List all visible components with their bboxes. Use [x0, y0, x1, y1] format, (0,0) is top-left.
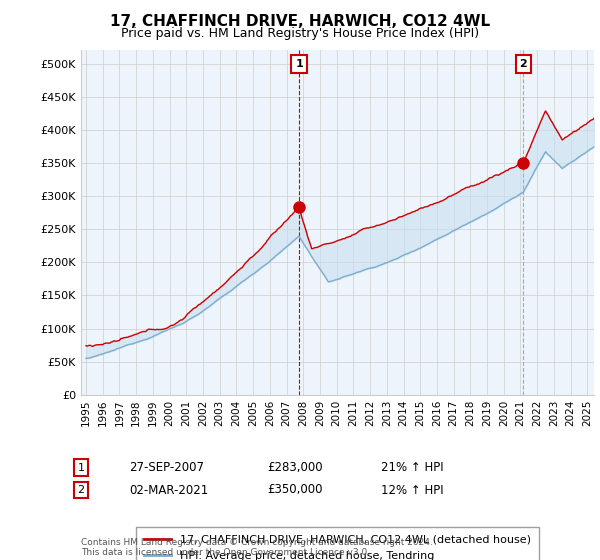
Text: 1: 1 [77, 463, 85, 473]
Text: 27-SEP-2007: 27-SEP-2007 [129, 461, 204, 474]
Text: Contains HM Land Registry data © Crown copyright and database right 2024.
This d: Contains HM Land Registry data © Crown c… [81, 538, 433, 557]
Text: 02-MAR-2021: 02-MAR-2021 [129, 483, 208, 497]
Text: £283,000: £283,000 [267, 461, 323, 474]
Text: £350,000: £350,000 [267, 483, 323, 497]
Text: 12% ↑ HPI: 12% ↑ HPI [381, 483, 443, 497]
Text: 1: 1 [295, 59, 303, 69]
Text: 2: 2 [77, 485, 85, 495]
Text: 21% ↑ HPI: 21% ↑ HPI [381, 461, 443, 474]
Text: Price paid vs. HM Land Registry's House Price Index (HPI): Price paid vs. HM Land Registry's House … [121, 27, 479, 40]
Legend: 17, CHAFFINCH DRIVE, HARWICH, CO12 4WL (detached house), HPI: Average price, det: 17, CHAFFINCH DRIVE, HARWICH, CO12 4WL (… [136, 527, 539, 560]
Text: 17, CHAFFINCH DRIVE, HARWICH, CO12 4WL: 17, CHAFFINCH DRIVE, HARWICH, CO12 4WL [110, 14, 490, 29]
Text: 2: 2 [520, 59, 527, 69]
